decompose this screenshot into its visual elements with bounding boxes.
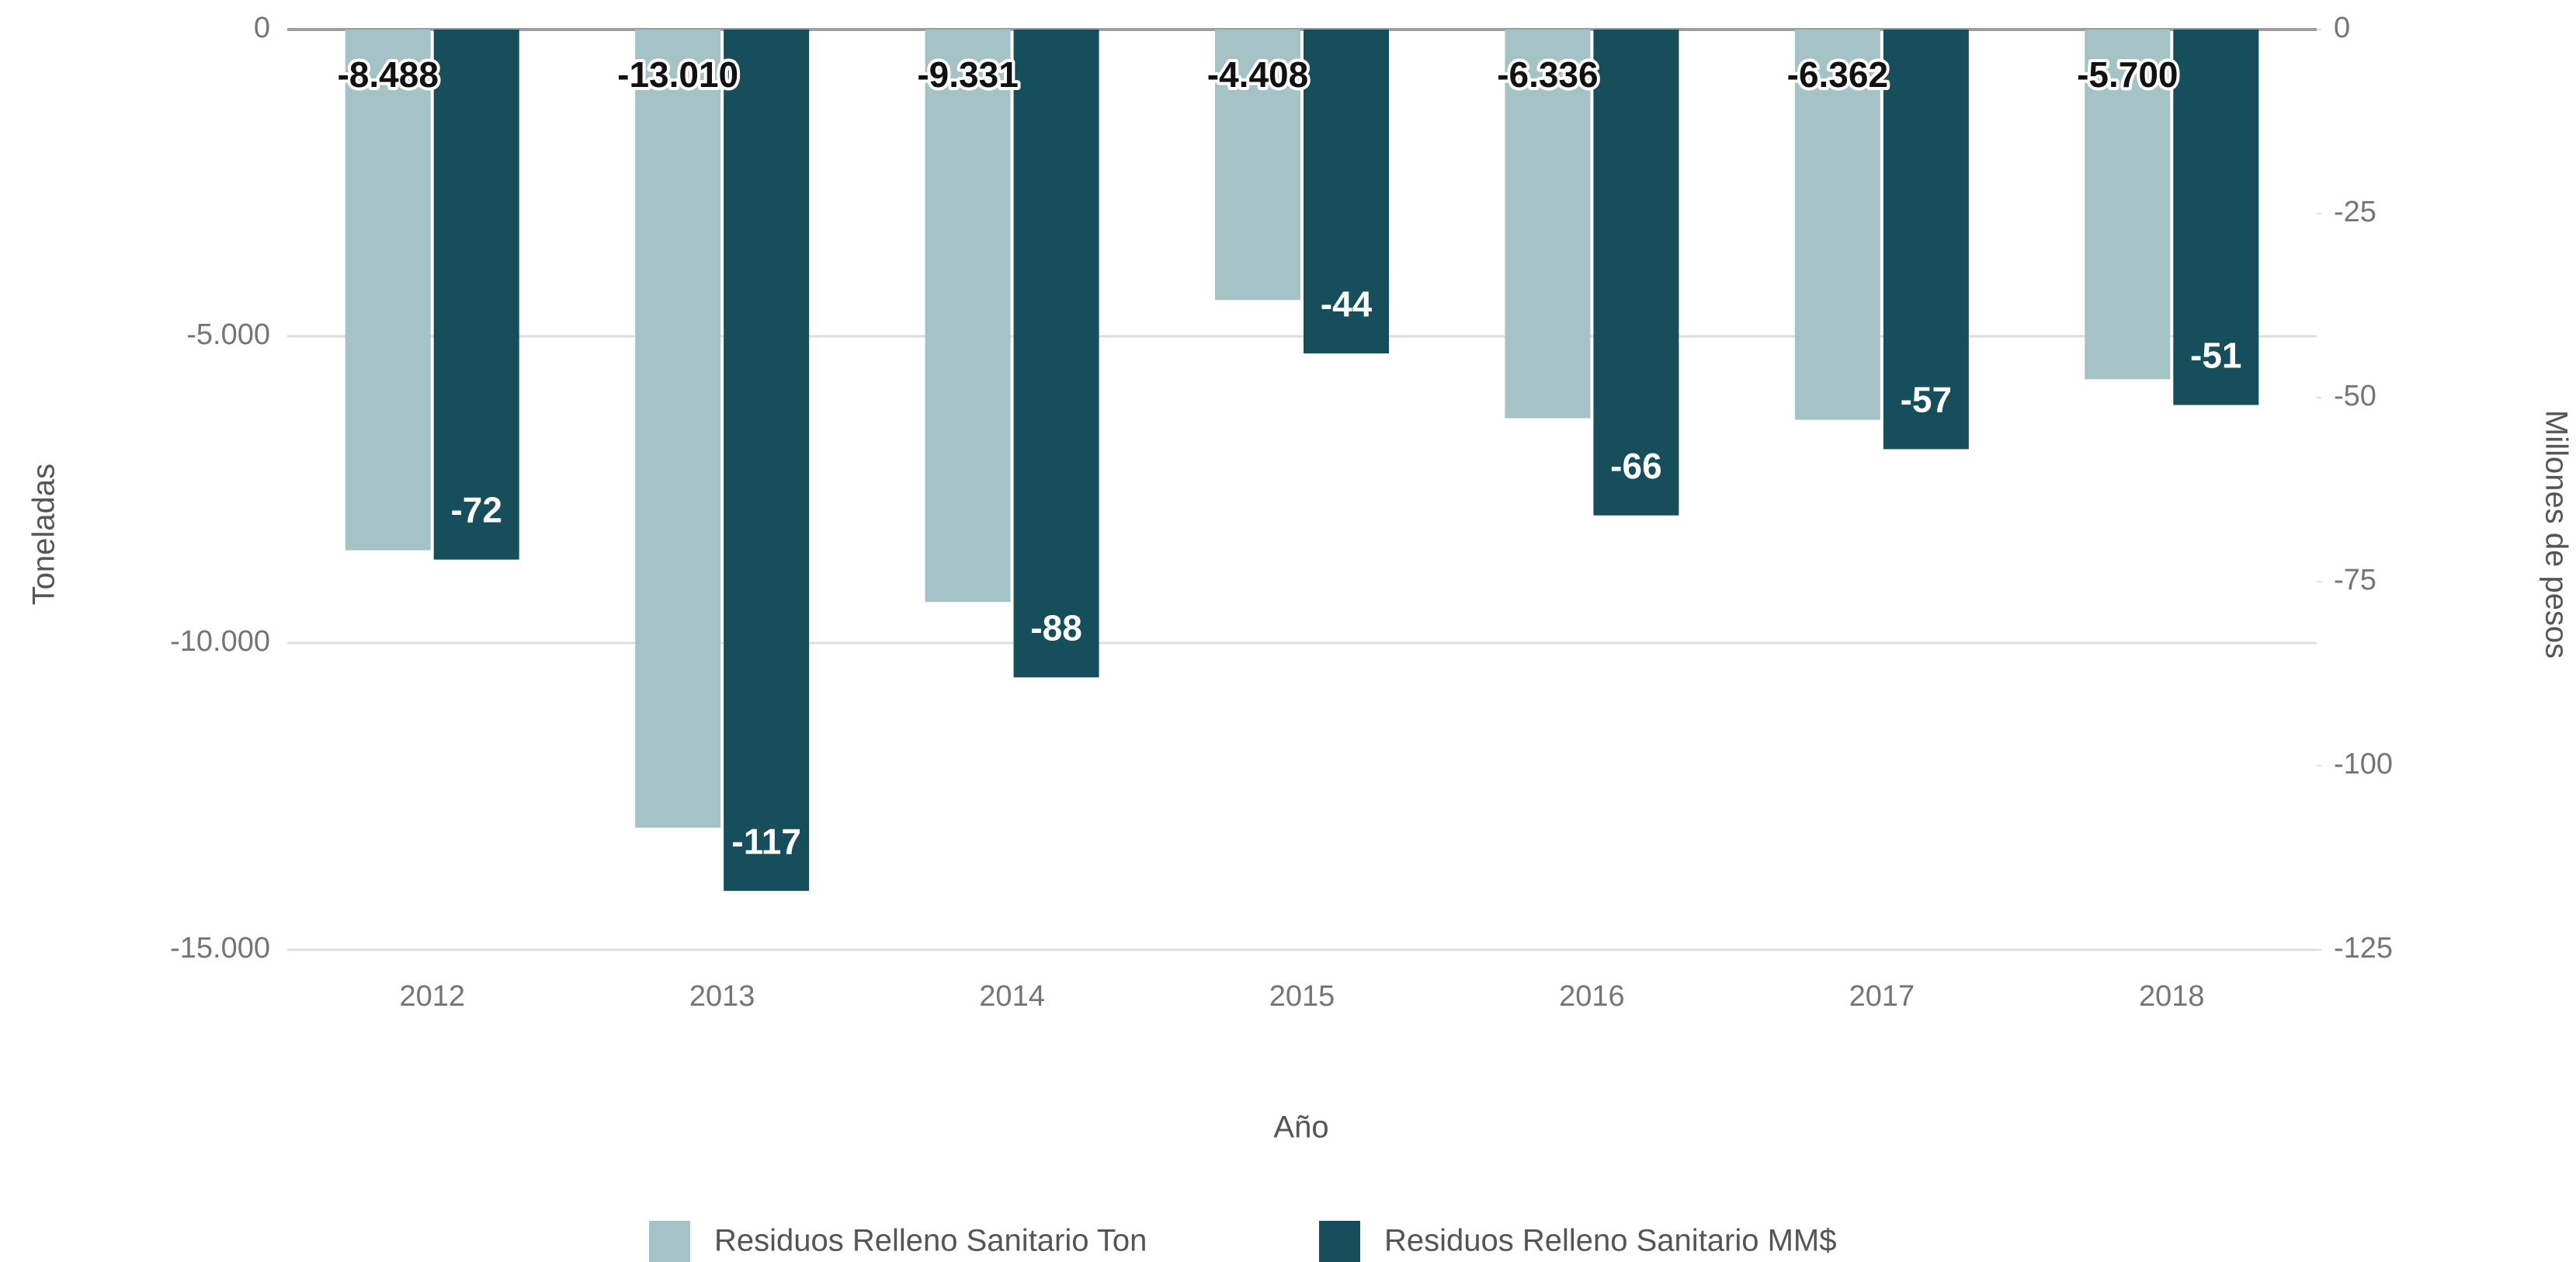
y2-tick-label: -25 bbox=[2334, 196, 2376, 228]
data-label: -44 bbox=[1321, 283, 1373, 324]
y-tick-label: -5.000 bbox=[186, 318, 270, 351]
data-label: -72 bbox=[450, 490, 502, 530]
data-label: -51 bbox=[2190, 335, 2241, 376]
x-tick-label: 2016 bbox=[1559, 980, 1625, 1013]
x-tick-label: 2017 bbox=[1849, 980, 1915, 1013]
bar bbox=[1794, 30, 1880, 420]
bar bbox=[1304, 30, 1389, 354]
data-label: -5.700 bbox=[2077, 54, 2178, 95]
bar bbox=[2173, 30, 2259, 405]
y-tick-label: -15.000 bbox=[170, 932, 270, 965]
bar bbox=[925, 30, 1011, 603]
legend-label: Residuos Relleno Sanitario MM$ bbox=[1384, 1224, 1837, 1258]
data-label: -9.331 bbox=[917, 54, 1018, 95]
bar bbox=[1593, 30, 1679, 516]
bar bbox=[1505, 30, 1591, 419]
y-tick-label: 0 bbox=[254, 12, 270, 44]
bar bbox=[433, 30, 519, 560]
y-tick-label: -10.000 bbox=[170, 625, 270, 658]
x-tick-label: 2015 bbox=[1269, 980, 1335, 1013]
bar bbox=[2085, 30, 2171, 380]
y2-axis-title: Millones de pesos bbox=[2539, 410, 2573, 659]
legend-label: Residuos Relleno Sanitario Ton bbox=[714, 1224, 1147, 1258]
data-label: -117 bbox=[731, 821, 801, 861]
data-label: -6.362 bbox=[1787, 54, 1888, 95]
bar bbox=[1013, 30, 1099, 678]
bar bbox=[1215, 30, 1300, 301]
data-label: -8.488 bbox=[337, 54, 438, 95]
bar bbox=[345, 30, 431, 551]
data-label: -66 bbox=[1610, 446, 1661, 486]
bar bbox=[724, 30, 810, 892]
y2-tick-label: -100 bbox=[2334, 748, 2393, 780]
bar bbox=[635, 30, 721, 828]
y-axis-title: Toneladas bbox=[27, 464, 61, 605]
legend-swatch bbox=[649, 1221, 690, 1262]
bar bbox=[1883, 30, 1969, 450]
x-tick-label: 2018 bbox=[2139, 980, 2205, 1013]
legend-swatch bbox=[1319, 1221, 1360, 1262]
y2-tick-label: -75 bbox=[2334, 564, 2376, 596]
y2-tick-label: -50 bbox=[2334, 380, 2376, 412]
y2-tick-label: 0 bbox=[2334, 12, 2350, 44]
data-label: -13.010 bbox=[617, 54, 738, 95]
x-axis-title: Año bbox=[1273, 1111, 1328, 1145]
x-tick-label: 2014 bbox=[979, 980, 1045, 1013]
data-label: -88 bbox=[1030, 607, 1081, 648]
y2-tick-label: -125 bbox=[2334, 932, 2393, 965]
data-label: -57 bbox=[1901, 380, 1952, 420]
data-label: -6.336 bbox=[1497, 54, 1598, 95]
x-tick-label: 2013 bbox=[689, 980, 755, 1013]
data-label: -4.408 bbox=[1207, 54, 1308, 95]
x-tick-label: 2012 bbox=[399, 980, 465, 1013]
